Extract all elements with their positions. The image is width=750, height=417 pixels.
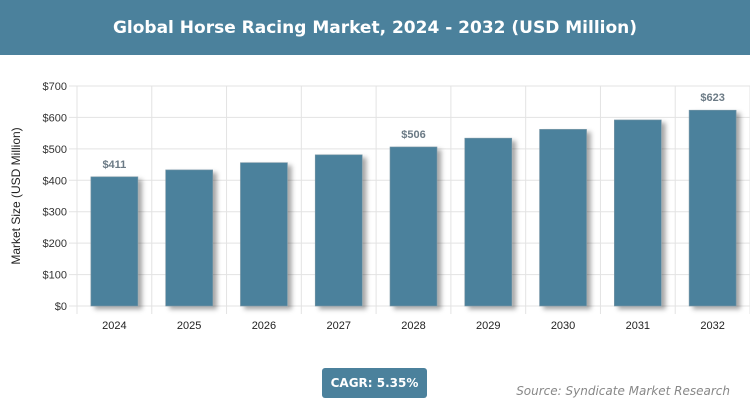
x-tick-label: 2025 [177, 320, 201, 332]
cagr-badge: CAGR: 5.35% [322, 368, 427, 398]
data-label: $411 [102, 159, 126, 171]
y-tick-label: $200 [43, 238, 67, 250]
y-axis-title: Market Size (USD Million) [9, 127, 23, 264]
bar-2029 [464, 137, 513, 307]
x-tick-label: 2031 [626, 320, 650, 332]
data-label: $623 [700, 92, 724, 104]
y-tick-label: $500 [43, 144, 67, 156]
source-note: Source: Syndicate Market Research [516, 384, 730, 398]
x-tick-label: 2026 [252, 320, 276, 332]
bar-2024 [90, 176, 139, 307]
bar-2026 [240, 162, 288, 307]
bar-2031 [614, 119, 662, 307]
y-tick-label: $0 [55, 301, 67, 313]
x-tick-label: 2030 [551, 320, 575, 332]
bar-2028 [389, 146, 438, 307]
x-tick-label: 2029 [476, 320, 500, 332]
x-tick-label: 2024 [102, 320, 126, 332]
chart-title: Global Horse Racing Market, 2024 - 2032 … [0, 0, 750, 55]
x-tick-label: 2028 [401, 320, 425, 332]
y-tick-label: $100 [43, 270, 67, 282]
y-tick-label: $700 [43, 81, 67, 93]
x-tick-label: 2027 [326, 320, 350, 332]
bar-2030 [539, 129, 587, 307]
y-tick-label: $400 [43, 175, 67, 187]
bar-2025 [165, 169, 213, 307]
bar-2032 [688, 109, 737, 307]
data-label: $506 [401, 129, 425, 141]
bar-2027 [314, 154, 363, 307]
x-tick-label: 2032 [700, 320, 724, 332]
y-tick-label: $300 [43, 207, 67, 219]
y-tick-label: $600 [43, 112, 67, 124]
